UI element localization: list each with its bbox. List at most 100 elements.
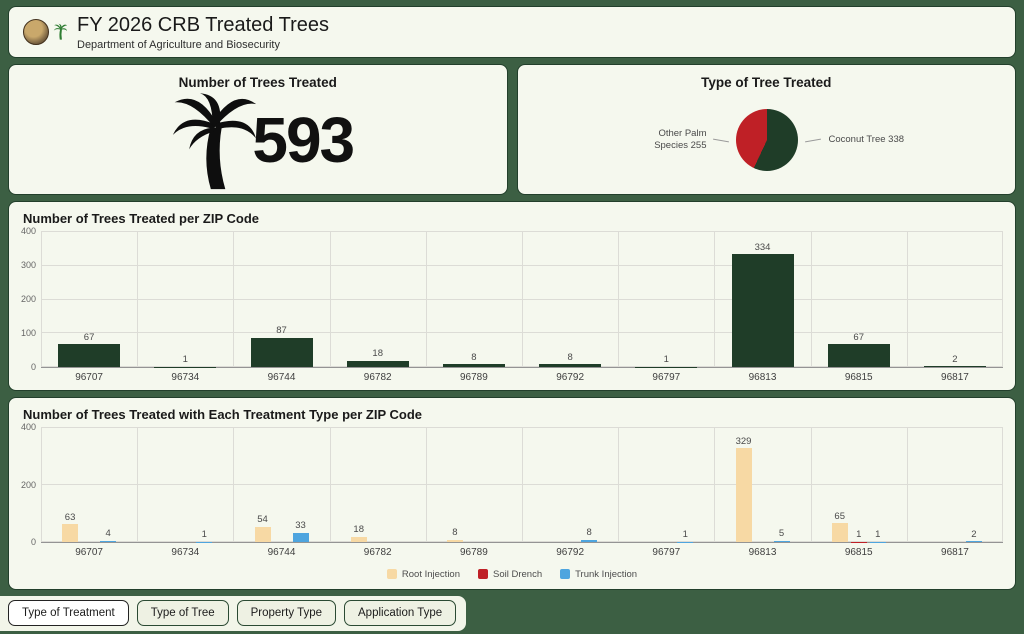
pie-label-other-palm: Other Palm Species 255 [654, 128, 707, 151]
category-group: 329 5 [714, 428, 810, 542]
category-group: 8 [426, 232, 522, 367]
grid-vline [233, 232, 235, 367]
pie-title: Type of Tree Treated [701, 75, 832, 90]
pie-chart [736, 109, 799, 171]
category-group: 87 [233, 232, 329, 367]
value-label: 2 [971, 528, 977, 540]
y-axis: 0 200 400 [15, 422, 41, 559]
bar [735, 448, 752, 542]
value-label: 5 [778, 528, 785, 540]
grid-vline [714, 428, 716, 542]
bar [58, 344, 121, 367]
grid-vline [906, 232, 908, 367]
grid-vline [137, 232, 139, 367]
treatment-chart-title: Number of Trees Treated with Each Treatm… [23, 407, 423, 422]
category-group: 1 [137, 232, 233, 367]
value-label: 4 [105, 528, 111, 540]
value-label: 67 [853, 331, 864, 343]
x-tick-label: 96782 [363, 547, 392, 558]
x-tick-label: 96792 [556, 547, 585, 558]
category-group: 8 [522, 232, 618, 367]
x-axis: 96707 96734 96744 96782 96789 96792 96797 96813… [41, 368, 1003, 384]
value-label: 1 [663, 354, 669, 366]
x-tick-label: 96789 [460, 372, 488, 383]
tab-property-type[interactable]: Property Type [236, 600, 337, 626]
bar [442, 364, 505, 367]
grid-vline [906, 428, 908, 542]
category-group: 67 [41, 232, 137, 367]
y-tick-label: 0 [30, 537, 36, 547]
legend-item: Soil Drench [478, 569, 542, 580]
value-label: 1 [682, 529, 688, 541]
value-label: 1 [856, 529, 862, 541]
bar [965, 541, 982, 542]
y-tick-label: 200 [20, 294, 36, 304]
x-tick-label: 96797 [652, 372, 681, 383]
top-widgets-row: Number of Trees Treated 593 Ty [8, 64, 1016, 195]
page-title: FY 2026 CRB Treated Trees [77, 13, 329, 36]
y-tick-label: 200 [20, 479, 36, 490]
value-label: 2 [952, 353, 958, 365]
grid-vline [233, 428, 235, 542]
palm-logo-icon [53, 23, 67, 40]
bar [831, 523, 848, 542]
treatment-bar-chart: 0 200 400 63 4 1 54 33 18 8 8 1 329 5 65 1 1 2 96707 96734 9… [15, 422, 1003, 559]
bar [254, 526, 271, 542]
bar [292, 532, 309, 542]
gridline [41, 427, 1003, 428]
legend-swatch-icon [386, 569, 397, 579]
bar [773, 540, 790, 542]
grid-vline [714, 232, 716, 367]
y-tick-label: 400 [20, 422, 36, 432]
category-group: 67 [811, 232, 907, 367]
pie-leader-line-left [713, 138, 730, 142]
bar [539, 364, 602, 367]
bar [827, 344, 890, 367]
bar [731, 254, 794, 367]
value-label: 54 [257, 514, 268, 526]
x-tick-label: 96789 [460, 547, 488, 558]
legend-label: Trunk Injection [575, 568, 638, 580]
y-axis: 0 100 200 300 400 [15, 226, 41, 384]
x-tick-label: 96817 [941, 372, 969, 383]
bar [923, 366, 986, 367]
value-label: 63 [64, 511, 76, 523]
grid-vline [41, 428, 42, 542]
tab-type-of-tree[interactable]: Type of Tree [136, 600, 229, 626]
y-tick-label: 0 [30, 362, 36, 372]
value-label: 87 [276, 325, 287, 337]
category-group: 8 [522, 428, 618, 542]
bar [581, 539, 598, 542]
logo [23, 19, 67, 45]
grid-vline [522, 428, 523, 542]
grid-vline [810, 232, 812, 367]
x-tick-label: 96782 [363, 372, 392, 383]
x-tick-label: 96815 [844, 372, 873, 383]
category-group: 1 [618, 428, 714, 542]
page-subtitle: Department of Agriculture and Biosecurit… [77, 38, 280, 51]
category-group: 334 [714, 232, 810, 367]
grid-vline [41, 232, 42, 367]
legend-swatch-icon [560, 569, 571, 579]
legend-swatch-icon [478, 569, 488, 579]
plot-area: 63 4 1 54 33 18 8 8 1 329 5 65 1 1 2 [41, 427, 1003, 543]
grid-vline [618, 232, 620, 367]
x-tick-label: 96734 [171, 547, 200, 558]
grid-vline [522, 232, 523, 367]
indicator-value: 593 [252, 104, 355, 176]
value-label: 65 [834, 510, 845, 522]
pie-label-coconut: Coconut Tree 338 [828, 134, 905, 146]
tab-type-of-treatment[interactable]: Type of Treatment [8, 600, 129, 626]
indicator-body: 593 [9, 86, 507, 194]
value-label: 1 [182, 354, 188, 366]
bar [446, 539, 463, 542]
x-tick-label: 96813 [748, 547, 777, 558]
y-tick-label: 100 [20, 328, 36, 338]
x-tick-label: 96792 [556, 372, 585, 383]
x-tick-label: 96734 [171, 372, 200, 383]
tab-application-type[interactable]: Application Type [344, 600, 457, 626]
zip-chart-panel: Number of Trees Treated per ZIP Code 0 10… [8, 201, 1016, 391]
value-label: 334 [754, 241, 771, 253]
grid-vline [1002, 428, 1003, 542]
